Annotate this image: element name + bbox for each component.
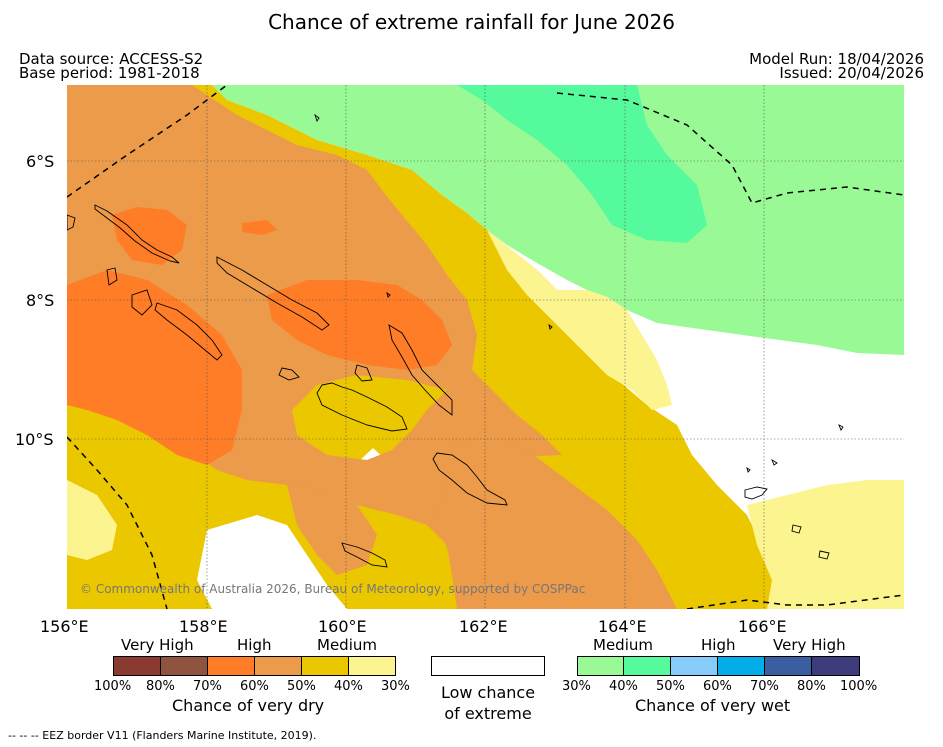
model-run: Model Run: 18/04/2026 [749, 50, 924, 68]
dry-pct-label: 30% [381, 679, 410, 694]
lon-label-162e: 162°E [459, 617, 508, 636]
dry-swatch [161, 656, 208, 676]
island-outlines [67, 113, 844, 568]
neutral-patch-east [657, 360, 904, 505]
dry-swatch [113, 656, 161, 676]
neutral-label-line1: Low chance [440, 683, 536, 702]
eez-footnote: -- -- -- EEZ border V11 (Flanders Marine… [8, 729, 317, 742]
wet-legend-title: Chance of very wet [635, 696, 791, 715]
wet-pct-label: 40% [609, 679, 638, 694]
copyright-text: © Commonwealth of Australia 2026, Bureau… [80, 582, 585, 596]
base-period: Base period: 1981-2018 [19, 64, 200, 82]
neutral-label-line2: of extreme [444, 704, 532, 723]
dry-pct-label: 50% [287, 679, 316, 694]
wet-swatch [577, 656, 624, 676]
dry-swatch [302, 656, 349, 676]
wet-swatch [624, 656, 671, 676]
wet-pct-label: 60% [703, 679, 732, 694]
dry-swatch [349, 656, 396, 676]
map-title: Chance of extreme rainfall for June 2026 [268, 10, 675, 34]
dry-pct-label: 70% [193, 679, 222, 694]
dry-pct-label: 100% [94, 679, 132, 694]
dry-high-label: High [237, 636, 272, 654]
lat-label-6s: 6°S [26, 152, 55, 171]
dry-30-region-east [747, 475, 904, 609]
dry-30-region-west [67, 480, 117, 560]
eez-border-lines [67, 85, 904, 609]
neutral-patch-southwest [197, 515, 347, 609]
dry-legend-title: Chance of very dry [172, 696, 325, 715]
dry-60-region-small [242, 220, 277, 235]
lat-label-8s: 8°S [26, 291, 55, 310]
neutral-swatch [431, 656, 545, 676]
lon-label-166e: 166°E [738, 617, 787, 636]
wet-swatch [812, 656, 860, 676]
data-source: Data source: ACCESS-S2 [19, 50, 204, 68]
lon-label-160e: 160°E [318, 617, 367, 636]
wet-pct-label: 100% [840, 679, 878, 694]
wet-swatch [671, 656, 718, 676]
lon-label-164e: 164°E [598, 617, 647, 636]
wet-pct-label: 50% [656, 679, 685, 694]
dry-50-region-southeast [437, 435, 677, 609]
dry-30-region [487, 230, 672, 410]
wet-medium-label: Medium [593, 636, 653, 654]
wet-pct-label: 80% [797, 679, 826, 694]
dry-50-region-south [287, 485, 377, 575]
wet-pct-label: 70% [750, 679, 779, 694]
issued-date: Issued: 20/04/2026 [779, 64, 924, 82]
wet-swatch [718, 656, 765, 676]
dry-swatch [208, 656, 255, 676]
graticule [67, 85, 904, 609]
wet-40-region [457, 85, 707, 243]
wet-pct-label: 30% [562, 679, 591, 694]
dry-pct-label: 40% [334, 679, 363, 694]
rainfall-map: © Commonwealth of Australia 2026, Bureau… [67, 85, 904, 609]
lat-label-10s: 10°S [15, 430, 54, 449]
dry-medium-label: Medium [317, 636, 377, 654]
wet-very-high-label: Very High [773, 636, 846, 654]
wet-swatch [765, 656, 812, 676]
wet-medium-region [212, 85, 904, 355]
lon-label-156e: 156°E [40, 617, 89, 636]
dry-60-region-central [267, 280, 452, 370]
dry-swatch [255, 656, 302, 676]
dry-60-region-north [112, 207, 187, 265]
dry-very-high-label: Very High [121, 636, 194, 654]
dry-60-region-west [67, 270, 242, 465]
wet-high-label: High [701, 636, 736, 654]
dry-pct-label: 80% [146, 679, 175, 694]
lon-label-158e: 158°E [179, 617, 228, 636]
dry-pct-label: 60% [240, 679, 269, 694]
